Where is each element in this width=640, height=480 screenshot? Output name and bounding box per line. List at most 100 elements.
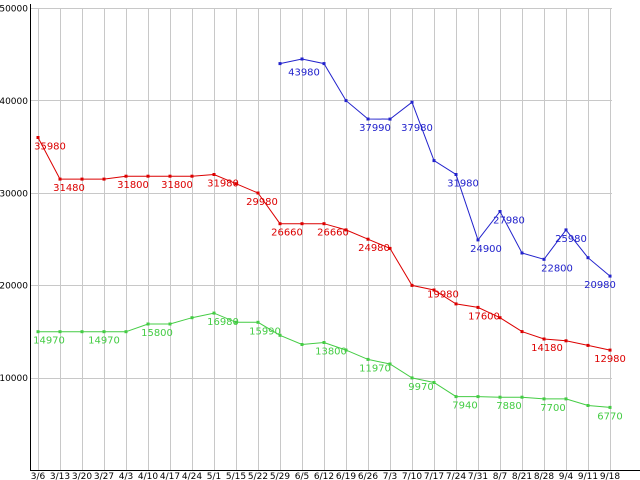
data-point-green [454,395,458,399]
data-point-red [454,302,458,306]
point-label-red: 26660 [271,228,303,239]
data-point-green [80,330,84,334]
data-point-red [410,283,414,287]
point-label-green: 7700 [540,403,565,414]
point-label-red: 19980 [427,289,459,300]
data-point-green [564,397,568,401]
point-label-blue: 27980 [493,215,525,226]
series-red: 35980 31480 31800 31800 31980 29980 26660 26660… [34,136,626,365]
point-label-red: 24980 [358,243,390,254]
point-label-red: 31800 [117,180,149,191]
data-point-green [476,395,480,399]
x-tick-label: 7/31 [468,472,488,480]
point-label-green: 14970 [33,336,65,347]
point-label-green: 9970 [408,382,433,393]
data-point-red [344,228,348,232]
data-point-red [586,343,590,347]
x-tick-label: 7/17 [424,472,444,480]
data-point-blue [542,257,546,261]
data-point-blue [366,117,370,121]
data-point-red [542,337,546,341]
data-point-blue [454,173,458,176]
data-point-blue [410,100,414,104]
point-label-green: 14970 [88,336,120,347]
x-tick-label: 7/24 [446,472,466,480]
data-point-green [168,322,172,326]
data-point-red [322,222,326,226]
x-tick-label: 6/5 [295,472,309,480]
series-blue: 43980 37990 37980 31980 24900 27980 22800 25980… [278,57,616,291]
data-point-green [212,311,216,315]
point-label-green: 11970 [359,363,391,374]
data-point-blue [498,210,502,213]
data-point-red [256,191,260,195]
x-tick-label: 5/22 [248,472,268,480]
data-point-green [36,330,40,334]
x-tick-label: 3/13 [50,472,70,480]
data-point-red [366,237,370,241]
point-label-red: 12980 [594,354,626,365]
data-point-red [80,177,84,181]
data-point-green [542,397,546,401]
data-point-green [608,405,612,409]
x-tick-label: 9/4 [559,472,574,480]
data-point-blue [344,99,348,103]
point-label-blue: 43980 [288,68,320,79]
point-label-green: 13800 [315,346,347,357]
series-line-blue [279,58,611,277]
data-point-green [124,330,128,334]
data-point-green [366,357,370,361]
point-label-green: 16980 [207,317,239,328]
data-point-green [498,395,502,399]
data-point-green [256,320,260,324]
x-tick-label: 8/21 [512,472,532,480]
data-point-green [234,320,238,324]
y-tick-label: 50000 [0,5,28,15]
x-tick-label: 5/29 [270,472,290,480]
data-point-red [300,222,304,226]
data-point-green [322,341,326,344]
data-point-blue [476,238,480,242]
x-tick-label: 5/15 [226,472,246,480]
data-point-green [432,381,436,384]
point-label-blue: 24900 [470,244,502,255]
data-point-blue [520,251,524,255]
data-point-blue [564,228,568,232]
data-point-green [388,362,392,366]
x-tick-label: 3/27 [94,472,114,480]
data-point-red [388,246,392,250]
y-tick-label: 30000 [0,189,28,199]
x-tick-label: 6/12 [314,472,334,480]
x-tick-label: 5/1 [207,472,221,480]
point-label-green: 7880 [496,401,521,412]
data-point-red [608,348,612,352]
x-tick-label: 3/20 [72,472,92,480]
x-tick-label: 4/10 [138,472,158,480]
series-green: 14970 14970 15800 16980 15990 13800 11970 9970 7… [33,311,623,422]
data-point-blue [322,62,326,66]
x-tick-label: 9/11 [578,472,598,480]
point-label-red: 31480 [53,183,85,194]
data-point-red [124,174,128,178]
data-point-red [190,174,194,178]
y-tick-label: 10000 [0,374,28,384]
x-tick-label: 7/3 [383,472,397,480]
data-point-blue [388,117,392,121]
data-point-red [58,177,62,181]
data-point-green [300,343,304,346]
data-point-red [476,305,480,309]
point-label-red: 17600 [468,311,500,322]
point-label-green: 15800 [141,328,173,339]
data-point-red [564,339,568,343]
x-tick-label: 4/17 [160,472,180,480]
x-axis-labels: 3/6 3/13 3/20 3/27 4/3 4/10 4/17 4/24 5/1 5/15 5/2… [31,472,621,480]
point-label-green: 6770 [597,411,622,422]
point-label-blue: 22800 [541,263,573,274]
data-point-red [212,173,216,176]
data-point-green [102,330,106,334]
data-point-red [498,316,502,320]
x-tick-label: 8/7 [493,472,507,480]
point-label-blue: 37980 [401,123,433,134]
data-point-red [36,136,40,139]
